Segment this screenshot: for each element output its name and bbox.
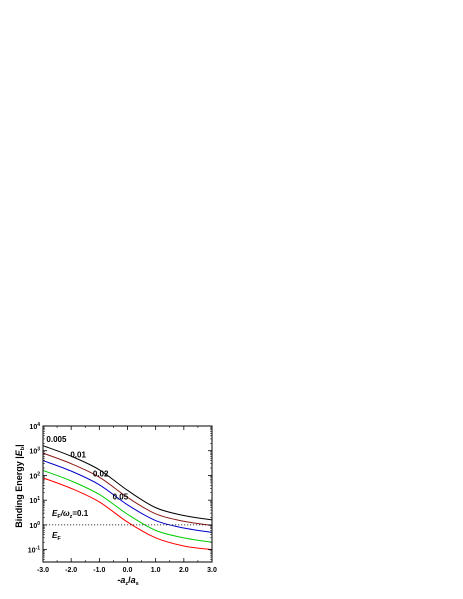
x-tick-label: -1.0 xyxy=(93,567,105,574)
x-axis-title: -az/as xyxy=(117,575,138,587)
ef-ratio-annotation: EF/ωz=0.1 xyxy=(52,509,89,520)
y-tick-label: 100 xyxy=(29,521,40,530)
x-tick-label: -3.0 xyxy=(37,567,49,574)
x-tick-label: 2.0 xyxy=(179,567,189,574)
series-label-0-005: 0.005 xyxy=(46,435,67,444)
x-tick-label: 1.0 xyxy=(151,567,161,574)
series-group xyxy=(42,445,213,551)
axis-ticks xyxy=(42,425,213,562)
x-tick-label: 3.0 xyxy=(207,567,217,574)
series-line-0-005 xyxy=(42,445,213,521)
series-line-0-01 xyxy=(42,452,213,526)
y-tick-label: 102 xyxy=(29,471,40,480)
series-line-0-05 xyxy=(42,469,213,543)
y-tick-label: 10-1 xyxy=(28,546,40,555)
series-line-0-02 xyxy=(42,460,213,533)
series-label-0-05: 0.05 xyxy=(113,492,129,501)
y-tick-label: 104 xyxy=(29,422,40,431)
series-line-unlabeled xyxy=(42,477,213,551)
x-tick-label: 0.0 xyxy=(123,567,133,574)
ef-annotation: EF xyxy=(52,531,61,542)
y-axis-title: Binding Energy |Eb| xyxy=(14,444,26,527)
series-label-0-01: 0.01 xyxy=(70,451,86,460)
y-tick-label: 101 xyxy=(29,496,40,505)
series-label-0-02: 0.02 xyxy=(93,470,109,479)
x-tick-label: -2.0 xyxy=(65,567,77,574)
y-tick-label: 103 xyxy=(29,447,40,456)
